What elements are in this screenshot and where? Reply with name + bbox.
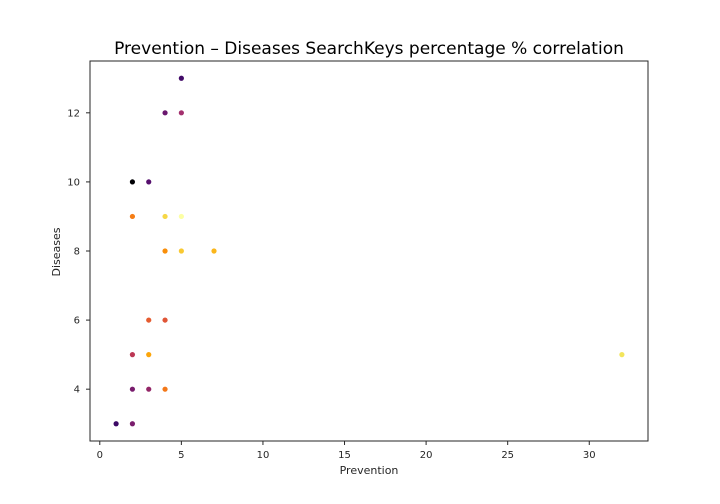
scatter-point (162, 317, 168, 323)
scatter-point (146, 352, 152, 358)
x-tick-label: 10 (257, 450, 270, 461)
x-tick-label: 20 (420, 450, 433, 461)
scatter-point (162, 110, 168, 116)
chart-title: Prevention – Diseases SearchKeys percent… (114, 39, 624, 59)
scatter-point (211, 248, 217, 254)
x-tick-label: 15 (338, 450, 351, 461)
y-tick-label: 12 (67, 108, 80, 119)
x-axis-ticks: 0 5 10 15 20 25 30 (97, 441, 596, 461)
scatter-point (129, 352, 136, 358)
scatter-point (129, 179, 136, 185)
scatter-point (129, 386, 136, 392)
scatter-point (146, 179, 152, 185)
plot-area (89, 60, 649, 442)
scatter-point (178, 248, 184, 254)
scatter-point (178, 110, 184, 116)
scatter-point (178, 75, 184, 81)
scatter-point (178, 213, 184, 220)
scatter-point (162, 248, 168, 254)
x-tick-label: 0 (97, 450, 103, 461)
x-axis-label: Prevention (340, 464, 399, 477)
scatter-point (146, 386, 152, 392)
y-tick-label: 4 (74, 385, 80, 396)
scatter-point (113, 421, 119, 427)
scatter-point (162, 386, 168, 392)
x-tick-label: 5 (178, 450, 184, 461)
y-tick-label: 10 (67, 177, 80, 188)
x-tick-label: 30 (583, 450, 596, 461)
scatter-point (129, 421, 136, 427)
y-axis-ticks: 4 6 8 10 12 (67, 108, 90, 396)
y-axis-label: Diseases (50, 227, 63, 276)
scatter-points (113, 75, 625, 427)
scatter-point (619, 352, 625, 358)
scatter-point (129, 213, 136, 220)
scatter-point (162, 213, 168, 220)
y-tick-label: 6 (74, 316, 80, 327)
scatter-point (146, 317, 152, 323)
x-tick-label: 25 (501, 450, 514, 461)
y-tick-label: 8 (74, 247, 80, 258)
